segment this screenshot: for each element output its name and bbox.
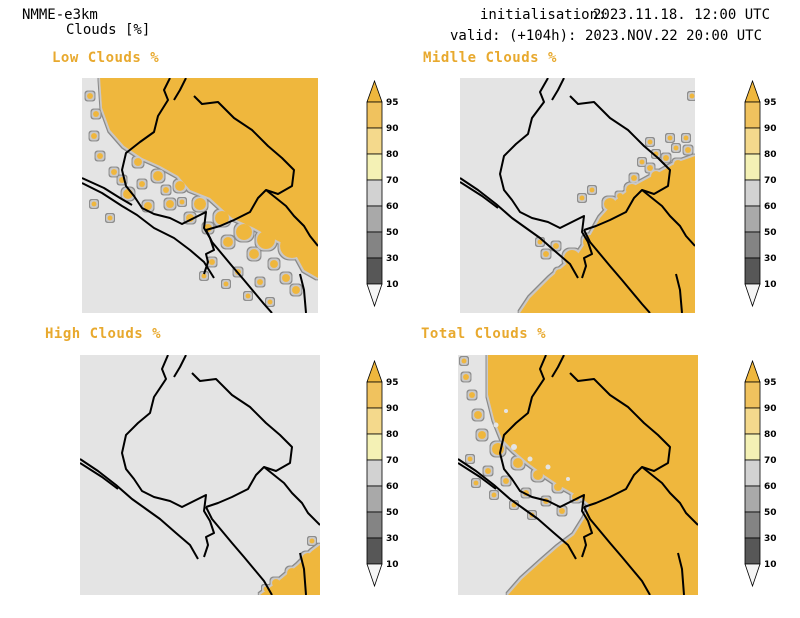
init-value: 2023.11.18. 12:00 UTC bbox=[593, 7, 771, 23]
panel-title-low: Low Clouds % bbox=[52, 50, 160, 66]
colorbar-segment bbox=[744, 381, 761, 409]
model-name: NMME-e3km bbox=[22, 7, 98, 23]
colorbar-level-label: 30 bbox=[764, 534, 777, 544]
colorbar-level-label: 30 bbox=[764, 254, 777, 264]
colorbar-middle: 95 90 80 70 60 50 30 10 bbox=[744, 80, 777, 308]
colorbar-top-arrow bbox=[744, 360, 761, 383]
valid-value: 2023.NOV.22 20:00 UTC bbox=[585, 28, 763, 44]
colorbar-segment bbox=[744, 407, 761, 435]
colorbar-segment bbox=[744, 101, 761, 129]
colorbar-level-label: 30 bbox=[386, 254, 399, 264]
colorbar-level-label: 70 bbox=[386, 456, 399, 466]
panel-title-middle: Midlle Clouds % bbox=[423, 50, 557, 66]
valid-label: valid: (+104h): bbox=[450, 28, 577, 44]
colorbar-level-label: 60 bbox=[386, 482, 399, 492]
colorbar-level-label: 80 bbox=[764, 150, 777, 160]
colorbar-segment bbox=[366, 433, 383, 461]
colorbar-level-label: 60 bbox=[386, 202, 399, 212]
colorbar-level-label: 50 bbox=[386, 508, 399, 518]
colorbar-level-label: 60 bbox=[764, 202, 777, 212]
colorbar-segment bbox=[744, 433, 761, 461]
colorbar-level-label: 50 bbox=[764, 508, 777, 518]
colorbar-level-label: 50 bbox=[764, 228, 777, 238]
colorbar-segment bbox=[744, 257, 761, 285]
colorbar-total: 95 90 80 70 60 50 30 10 bbox=[744, 360, 777, 588]
colorbar-segment bbox=[744, 179, 761, 207]
colorbar-level-label: 10 bbox=[764, 280, 777, 290]
colorbar-segment bbox=[744, 537, 761, 565]
panel-title-high: High Clouds % bbox=[45, 326, 162, 342]
colorbar-level-label: 95 bbox=[386, 98, 399, 108]
colorbar-segment bbox=[366, 511, 383, 539]
init-label: initialisation: bbox=[480, 7, 607, 23]
colorbar-segment bbox=[366, 485, 383, 513]
colorbar-level-label: 70 bbox=[764, 176, 777, 186]
map-high-clouds bbox=[80, 355, 320, 595]
colorbar-segment bbox=[366, 257, 383, 285]
colorbar-segment bbox=[744, 153, 761, 181]
colorbar-level-label: 10 bbox=[386, 280, 399, 290]
colorbar-top-arrow bbox=[744, 80, 761, 103]
colorbar-low: 95 90 80 70 60 50 30 10 bbox=[366, 80, 399, 308]
map-total-clouds bbox=[458, 355, 698, 595]
colorbar-bottom-arrow bbox=[366, 563, 383, 588]
colorbar-level-label: 90 bbox=[764, 124, 777, 134]
colorbar-bottom-arrow bbox=[744, 283, 761, 308]
colorbar-level-label: 95 bbox=[764, 378, 777, 388]
colorbar-level-label: 80 bbox=[764, 430, 777, 440]
colorbar-segment bbox=[366, 205, 383, 233]
colorbar-segment bbox=[366, 127, 383, 155]
colorbar-high: 95 90 80 70 60 50 30 10 bbox=[366, 360, 399, 588]
colorbar-level-label: 70 bbox=[386, 176, 399, 186]
panel-title-total: Total Clouds % bbox=[421, 326, 547, 342]
colorbar-segment bbox=[744, 485, 761, 513]
colorbar-level-label: 30 bbox=[386, 534, 399, 544]
colorbar-bottom-arrow bbox=[744, 563, 761, 588]
colorbar-top-arrow bbox=[366, 360, 383, 383]
colorbar-level-label: 90 bbox=[386, 124, 399, 134]
colorbar-level-label: 90 bbox=[764, 404, 777, 414]
colorbar-level-label: 80 bbox=[386, 150, 399, 160]
colorbar-segment bbox=[366, 101, 383, 129]
colorbar-segment bbox=[744, 231, 761, 259]
colorbar-segment bbox=[366, 153, 383, 181]
colorbar-segment bbox=[366, 537, 383, 565]
colorbar-level-label: 60 bbox=[764, 482, 777, 492]
colorbar-segment bbox=[744, 205, 761, 233]
colorbar-bottom-arrow bbox=[366, 283, 383, 308]
colorbar-level-label: 95 bbox=[764, 98, 777, 108]
colorbar-level-label: 90 bbox=[386, 404, 399, 414]
colorbar-level-label: 80 bbox=[386, 430, 399, 440]
colorbar-level-label: 10 bbox=[386, 560, 399, 570]
colorbar-segment bbox=[744, 459, 761, 487]
colorbar-segment bbox=[366, 231, 383, 259]
map-middle-clouds bbox=[460, 78, 695, 313]
map-low-clouds bbox=[82, 78, 318, 313]
colorbar-segment bbox=[744, 127, 761, 155]
colorbar-level-label: 70 bbox=[764, 456, 777, 466]
colorbar-level-label: 50 bbox=[386, 228, 399, 238]
colorbar-level-label: 95 bbox=[386, 378, 399, 388]
colorbar-segment bbox=[366, 459, 383, 487]
colorbar-segment bbox=[366, 407, 383, 435]
colorbar-top-arrow bbox=[366, 80, 383, 103]
variable-name: Clouds [%] bbox=[66, 22, 151, 38]
colorbar-segment bbox=[744, 511, 761, 539]
colorbar-segment bbox=[366, 381, 383, 409]
colorbar-level-label: 10 bbox=[764, 560, 777, 570]
colorbar-segment bbox=[366, 179, 383, 207]
